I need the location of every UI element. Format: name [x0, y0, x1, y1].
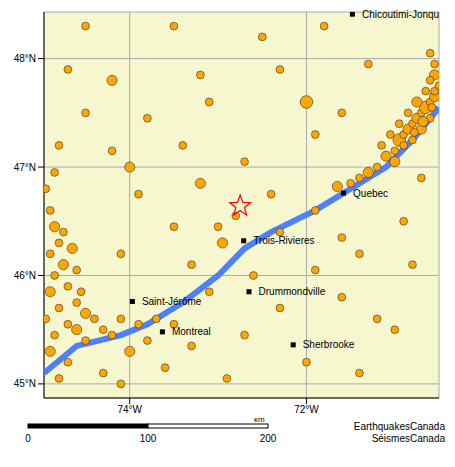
svg-text:200: 200 [260, 433, 277, 444]
svg-text:45°N: 45°N [14, 378, 36, 389]
svg-text:Quebec: Quebec [353, 188, 388, 199]
svg-text:Saint-Jérôme: Saint-Jérôme [142, 296, 202, 307]
svg-text:EarthquakesCanada: EarthquakesCanada [354, 421, 446, 432]
svg-text:Montreal: Montreal [172, 326, 211, 337]
svg-text:47°N: 47°N [14, 162, 36, 173]
svg-text:Sherbrooke: Sherbrooke [303, 339, 355, 350]
svg-text:0: 0 [25, 433, 31, 444]
svg-text:Drummondville: Drummondville [259, 286, 326, 297]
svg-text:46°N: 46°N [14, 270, 36, 281]
svg-text:100: 100 [140, 433, 157, 444]
svg-text:48°N: 48°N [14, 53, 36, 64]
svg-text:Trois-Rivieres: Trois-Rivieres [253, 235, 314, 246]
svg-text:Chicoutimi-Jonqu: Chicoutimi-Jonqu [362, 9, 439, 20]
svg-text:SéismesCanada: SéismesCanada [372, 433, 446, 444]
svg-text:km: km [254, 418, 265, 424]
svg-text:72°W: 72°W [294, 404, 319, 415]
svg-text:74°W: 74°W [117, 404, 142, 415]
